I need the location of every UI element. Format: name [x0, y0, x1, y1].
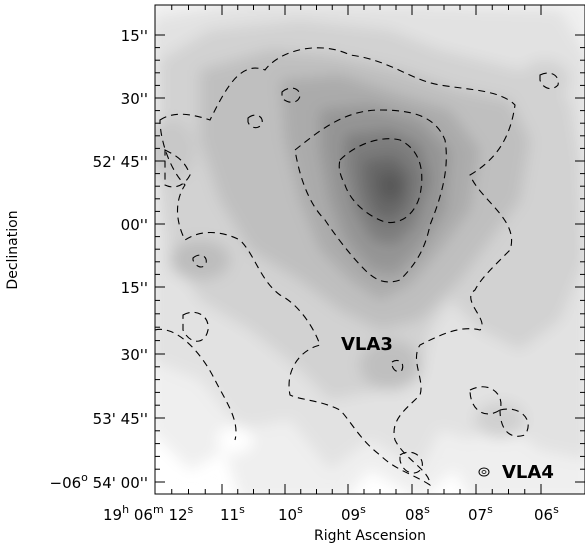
blob-left-top	[155, 120, 195, 180]
y-tick-prefix: 52'	[93, 153, 121, 171]
source-label-vla3: VLA3	[341, 334, 393, 355]
blob-left-mid	[170, 240, 230, 280]
contour-mid	[294, 109, 447, 283]
contours	[155, 47, 559, 487]
axis-ticks	[154, 5, 585, 494]
blob-top-right	[520, 60, 570, 100]
emission-level-9	[378, 172, 403, 200]
y-tick-label: 15''	[121, 27, 148, 45]
contour-lower-2	[499, 408, 529, 437]
blob-lower-right	[475, 402, 525, 438]
y-tick-label: 53' 45''	[93, 410, 148, 428]
y-tick-prefix: 53'	[93, 410, 121, 428]
contour-small-1	[281, 87, 301, 103]
x-tick-label: 11s	[220, 503, 245, 524]
contour-outer	[159, 47, 516, 487]
source-label-vla4: VLA4	[502, 462, 554, 483]
x-tick-labels: 19h 06m 12s 11s 10s 09s 08s 07s 06s	[103, 503, 559, 524]
y-tick-label: 15''	[121, 279, 148, 297]
x-tick-label: 08s	[405, 503, 430, 524]
x-tick-label: 06s	[534, 503, 559, 524]
y-tick-label: −06o 54' 00''	[50, 471, 148, 492]
vla4-marker	[478, 467, 490, 477]
contour-small-6	[391, 359, 404, 373]
contour-small-4	[539, 72, 559, 90]
emission-map	[155, 5, 585, 494]
contour-left-top	[164, 149, 191, 188]
x-tick-label: 07s	[468, 503, 493, 524]
x-tick-label: 10s	[278, 503, 303, 524]
y-tick-label: 30''	[121, 90, 148, 108]
blob-vla3-south	[360, 340, 420, 390]
contour-bottom-left	[155, 328, 237, 441]
y-tick-labels: 15'' 30'' 52' 45'' 00'' 15'' 30'' 53' 45…	[50, 27, 148, 492]
contour-lower-1	[469, 386, 502, 415]
contour-small-5	[182, 311, 209, 342]
x-tick-label: 19h 06m 12s	[103, 503, 194, 524]
contour-inner	[338, 138, 423, 224]
y-tick-label: 52' 45''	[93, 153, 148, 171]
y-axis-title: Declination	[5, 210, 21, 289]
x-tick-label: 09s	[341, 503, 366, 524]
y-tick-label: 30''	[121, 346, 148, 364]
y-tick-label: 00''	[121, 216, 148, 234]
x-axis-title: Right Ascension	[314, 528, 426, 544]
